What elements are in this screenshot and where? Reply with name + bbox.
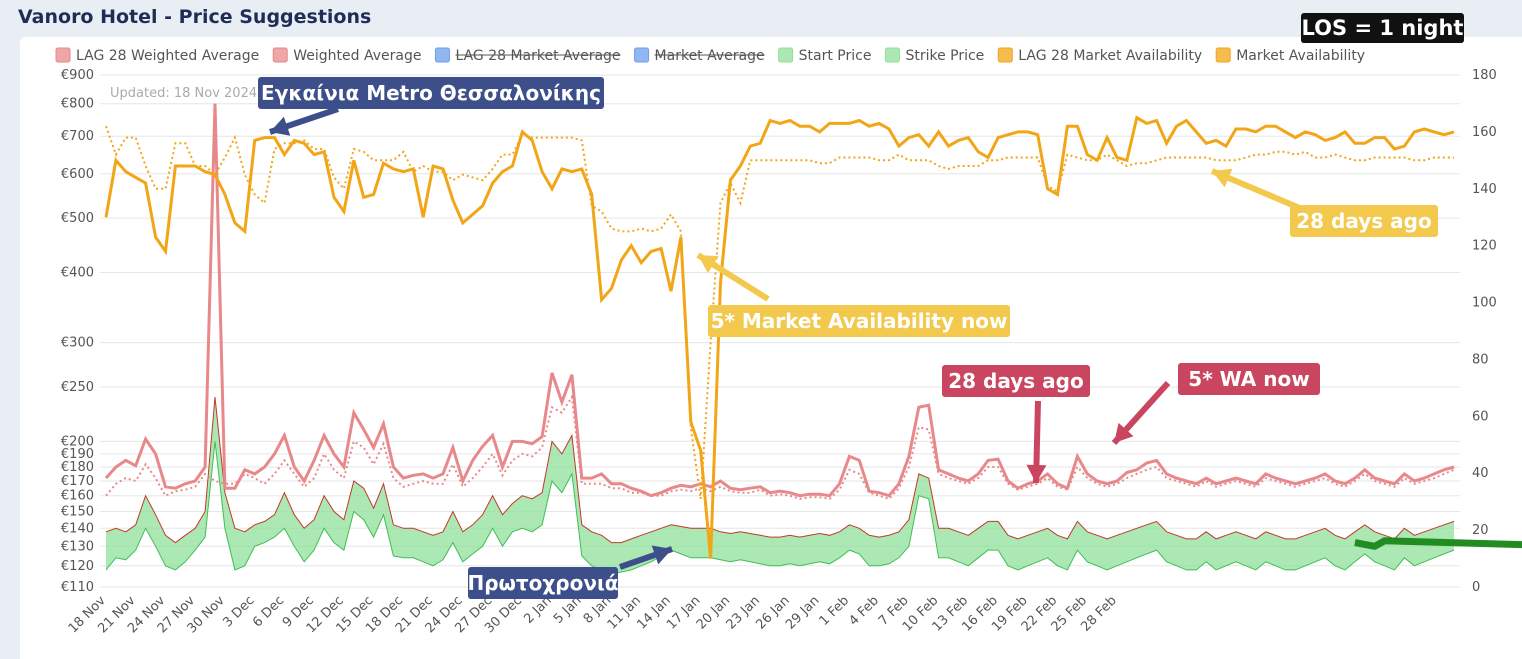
y-left-tick: €110 [61, 580, 94, 595]
callout-new-year-label: Πρωτοχρονιά [467, 571, 618, 595]
y-right-tick: 140 [1472, 182, 1497, 197]
legend-item: LAG 28 Market Availability [997, 47, 1202, 64]
market-availability-line [104, 115, 1455, 559]
legend-item: Market Average [634, 47, 765, 64]
legend-swatch [997, 47, 1013, 63]
callout-market-now-box [708, 305, 1010, 337]
legend-item: Weighted Average [272, 47, 421, 64]
callout-days-ago-wa: 28 days ago [942, 365, 1090, 484]
y-right-tick: 0 [1472, 580, 1480, 595]
legend-swatch [55, 47, 71, 63]
x-tick: 1 Feb [817, 593, 853, 629]
callout-days-ago-wa-label: 28 days ago [948, 369, 1083, 393]
y-left-tick: €140 [61, 521, 94, 536]
callout-market-now-label: 5* Market Availability now [711, 309, 1008, 333]
y-right-tick: 120 [1472, 239, 1497, 254]
y-left-tick: €500 [61, 211, 94, 226]
start-price-line [105, 441, 1455, 575]
lag28-weighted-average-line [105, 394, 1455, 500]
y-left-tick: €180 [61, 460, 94, 475]
y-left-tick: €600 [61, 167, 94, 182]
callout-days-ago-market-label: 28 days ago [1296, 209, 1431, 233]
legend-swatch [272, 47, 288, 63]
callout-new-year-box [468, 567, 618, 599]
callout-wa-now: 5* WA now [1111, 363, 1320, 446]
callout-days-ago-market: 28 days ago [1210, 168, 1438, 237]
callouts: Εγκαίνια Metro Θεσσαλονίκης Πρωτοχρονιά 5*… [258, 77, 1438, 599]
legend-swatch [1215, 47, 1231, 63]
y-left-tick: €250 [61, 380, 94, 395]
callout-metro-box [258, 77, 604, 109]
callout-metro: Εγκαίνια Metro Θεσσαλονίκης [258, 77, 604, 136]
y-right-tick: 20 [1472, 523, 1489, 538]
y-right-tick: 60 [1472, 409, 1489, 424]
callout-market-now-arrowhead [698, 255, 719, 274]
y-right-tick: 80 [1472, 352, 1489, 367]
strike-price-line [105, 396, 1455, 544]
y-left-tick: €160 [61, 489, 94, 504]
weighted-average-line [104, 103, 1455, 498]
legend-label: LAG 28 Market Average [455, 48, 620, 64]
y-left-tick: €900 [61, 68, 94, 83]
x-tick: 3 Dec [220, 593, 257, 630]
callout-new-year-arrowhead [651, 545, 672, 565]
callout-wa-now-arrowhead [1114, 422, 1134, 443]
y-left-tick: €190 [61, 447, 94, 462]
y-axis-right: 0 20 40 60 80 100 120 140 160 180 [1472, 68, 1497, 595]
los-badge-label: LOS = 1 night [1301, 13, 1464, 43]
x-tick: 4 Feb [846, 593, 882, 629]
y-axis-left: €900 €800 €700 €600 €500 €400 €300 €250 €200€190… [61, 68, 94, 595]
callout-metro-label: Εγκαίνια Metro Θεσσαλονίκης [261, 81, 601, 105]
y-right-tick: 100 [1472, 296, 1497, 311]
callout-days-ago-market-box [1290, 205, 1438, 237]
start-strike-area [106, 397, 1454, 575]
legend-item: Market Availability [1215, 47, 1365, 64]
x-tick: 6 Dec [250, 593, 287, 630]
chart-legend: LAG 28 Weighted Average Weighted Average L… [55, 47, 1365, 64]
y-left-tick: €200 [61, 434, 94, 449]
x-tick: 29 Jan [783, 593, 822, 632]
y-left-tick: €130 [61, 539, 94, 554]
legend-label: LAG 28 Market Availability [1018, 48, 1202, 64]
callout-new-year: Πρωτοχρονιά [467, 545, 673, 599]
y-right-tick: 160 [1472, 125, 1497, 140]
lag28-market-availability-line [105, 125, 1454, 499]
callout-days-ago-wa-arrowhead [1026, 464, 1047, 483]
y-left-tick: €700 [61, 129, 94, 144]
callout-metro-arrowhead [270, 116, 291, 136]
legend-label: Weighted Average [293, 48, 421, 64]
legend-label: Strike Price [905, 48, 984, 64]
price-chart: LAG 28 Weighted Average Weighted Average L… [55, 37, 1522, 636]
legend-swatch [884, 47, 900, 63]
y-right-tick: 180 [1472, 68, 1497, 83]
legend-item: LAG 28 Weighted Average [55, 47, 259, 64]
legend-swatch [434, 47, 450, 63]
chart-card: LAG 28 Weighted Average Weighted Average L… [20, 37, 1522, 659]
y-left-tick: €150 [61, 504, 94, 519]
y-left-tick: €800 [61, 97, 94, 112]
callout-days-ago-market-arrowhead [1212, 168, 1233, 188]
legend-item: Strike Price [884, 47, 984, 64]
callout-wa-now-box [1178, 363, 1320, 395]
page-title: Vanoro Hotel - Price Suggestions [18, 6, 372, 28]
chart-series [104, 103, 1522, 575]
legend-label: Market Availability [1236, 48, 1365, 64]
y-right-tick: 40 [1472, 466, 1489, 481]
y-left-tick: €170 [61, 474, 94, 489]
updated-label: Updated: 18 Nov 2024 [110, 86, 257, 101]
y-left-tick: €120 [61, 559, 94, 574]
legend-item: LAG 28 Market Average [434, 47, 621, 64]
legend-swatch [634, 47, 650, 63]
legend-label: Market Average [655, 48, 765, 64]
legend-label: Start Price [799, 48, 872, 64]
callout-market-now: 5* Market Availability now [696, 252, 1010, 337]
legend-swatch [778, 47, 794, 63]
y-left-tick: €300 [61, 336, 94, 351]
legend-label: LAG 28 Weighted Average [76, 48, 259, 64]
callout-wa-now-label: 5* WA now [1188, 367, 1309, 391]
y-left-tick: €400 [61, 266, 94, 281]
legend-item: Start Price [778, 47, 872, 64]
callout-days-ago-wa-box [942, 365, 1090, 397]
